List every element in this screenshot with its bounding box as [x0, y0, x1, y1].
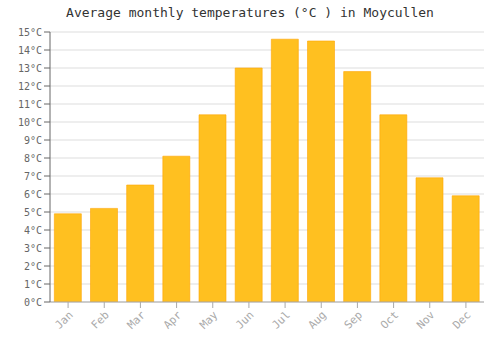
- svg-text:5°C: 5°C: [24, 207, 42, 218]
- html-text:Average monthly temperatures (: Average monthly temperatures (°C ) in Mo…: [66, 5, 434, 20]
- svg-text:12°C: 12°C: [18, 81, 42, 92]
- svg-text:10°C: 10°C: [18, 117, 42, 128]
- svg-text:0°C: 0°C: [24, 297, 42, 308]
- svg-text:Jan: Jan: [52, 308, 75, 331]
- svg-text:Mar: Mar: [125, 308, 149, 332]
- svg-text:1°C: 1°C: [24, 279, 42, 290]
- svg-text:9°C: 9°C: [24, 135, 42, 146]
- svg-text:Jul: Jul: [269, 308, 292, 331]
- svg-text:May: May: [197, 308, 221, 332]
- svg-text:Jun: Jun: [233, 308, 256, 331]
- svg-text:Apr: Apr: [161, 308, 185, 332]
- svg-text:11°C: 11°C: [18, 99, 42, 110]
- svg-text:13°C: 13°C: [18, 63, 42, 74]
- svg-text:Sep: Sep: [342, 308, 365, 331]
- svg-text:8°C: 8°C: [24, 153, 42, 164]
- svg-text:Nov: Nov: [414, 308, 438, 332]
- svg-text:Dec: Dec: [450, 308, 473, 331]
- svg-text:Feb: Feb: [89, 308, 112, 331]
- svg-text:7°C: 7°C: [24, 171, 42, 182]
- svg-text:3°C: 3°C: [24, 243, 42, 254]
- svg-text:6°C: 6°C: [24, 189, 42, 200]
- svg-text:Aug: Aug: [306, 308, 329, 331]
- svg-text:4°C: 4°C: [24, 225, 42, 236]
- svg-text:15°C: 15°C: [18, 27, 42, 38]
- svg-text:14°C: 14°C: [18, 45, 42, 56]
- svg-text:2°C: 2°C: [24, 261, 42, 272]
- svg-text:Oct: Oct: [378, 308, 401, 331]
